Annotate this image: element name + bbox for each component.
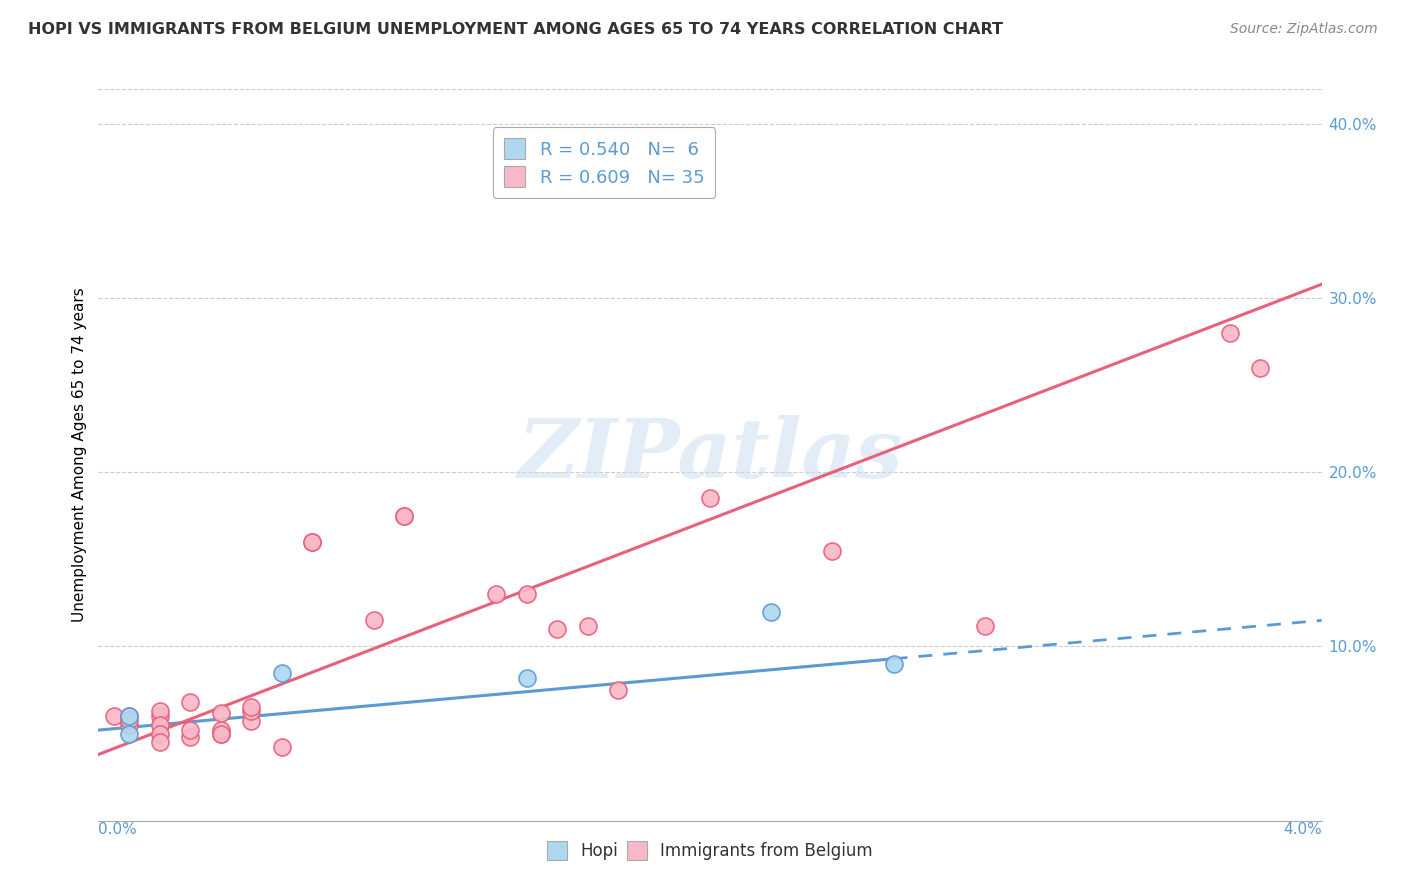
Text: ZIPatlas: ZIPatlas [517,415,903,495]
Point [149,709,172,723]
Point [179,695,201,709]
Text: HOPI VS IMMIGRANTS FROM BELGIUM UNEMPLOYMENT AMONG AGES 65 TO 74 YEARS CORRELATI: HOPI VS IMMIGRANTS FROM BELGIUM UNEMPLOY… [28,22,1002,37]
Text: Source: ZipAtlas.com: Source: ZipAtlas.com [1230,22,1378,37]
Point [516,671,538,685]
Point [149,704,172,718]
Point [209,723,232,737]
Point [974,618,997,632]
Point [301,535,323,549]
Point [149,718,172,732]
Point [821,543,844,558]
Point [240,714,263,729]
Point [118,709,141,723]
Point [363,613,385,627]
Point [209,706,232,720]
Point [485,587,508,601]
Point [149,735,172,749]
Point [179,723,201,737]
Point [209,726,232,740]
Point [179,730,201,744]
Point [1249,360,1271,375]
Point [240,700,263,714]
Text: 0.0%: 0.0% [98,822,138,837]
Point [759,605,782,619]
Legend: Hopi, Immigrants from Belgium: Hopi, Immigrants from Belgium [541,835,879,867]
Point [240,704,263,718]
Point [103,709,125,723]
Point [118,709,141,723]
Point [392,508,416,523]
Point [576,618,599,632]
Point [392,508,416,523]
Point [270,740,294,755]
Point [118,713,141,727]
Point [516,587,538,601]
Point [883,657,905,671]
Point [209,726,232,740]
Text: 4.0%: 4.0% [1282,822,1322,837]
Point [301,535,323,549]
Y-axis label: Unemployment Among Ages 65 to 74 years: Unemployment Among Ages 65 to 74 years [72,287,87,623]
Point [607,683,630,698]
Point [149,726,172,740]
Point [118,718,141,732]
Point [546,622,568,636]
Point [1219,326,1241,340]
Point [699,491,721,506]
Point [118,726,141,740]
Point [270,665,294,680]
